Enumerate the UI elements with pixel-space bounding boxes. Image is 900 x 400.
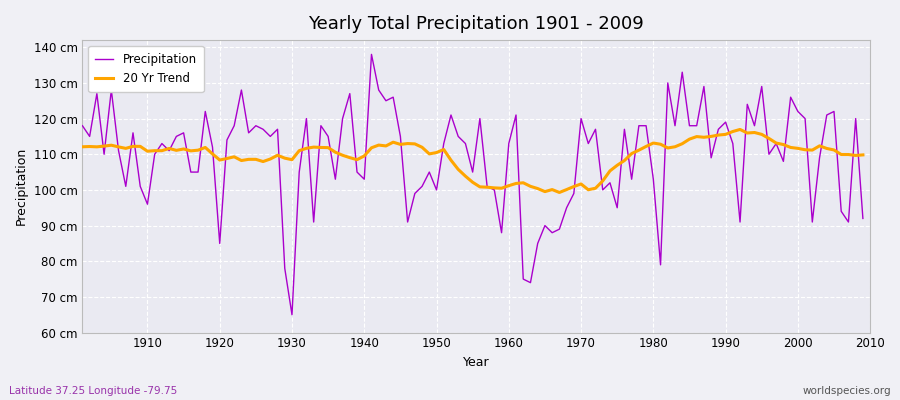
Precipitation [345, 91, 356, 96]
20 Yr Trend [77, 144, 88, 149]
20 Yr Trend [338, 153, 348, 158]
Precipitation [366, 52, 377, 57]
Text: Latitude 37.25 Longitude -79.75: Latitude 37.25 Longitude -79.75 [9, 386, 177, 396]
Line: Precipitation: Precipitation [83, 54, 863, 315]
Precipitation [605, 180, 616, 185]
20 Yr Trend [135, 144, 146, 149]
20 Yr Trend [293, 148, 304, 153]
Title: Yearly Total Precipitation 1901 - 2009: Yearly Total Precipitation 1901 - 2009 [309, 15, 644, 33]
20 Yr Trend [858, 152, 868, 157]
20 Yr Trend [554, 190, 565, 195]
Precipitation [518, 277, 528, 282]
Precipitation [301, 116, 311, 121]
X-axis label: Year: Year [463, 356, 490, 369]
Precipitation [858, 216, 868, 221]
Precipitation [510, 113, 521, 118]
Precipitation [286, 312, 297, 317]
Text: worldspecies.org: worldspecies.org [803, 386, 891, 396]
Line: 20 Yr Trend: 20 Yr Trend [83, 130, 863, 192]
20 Yr Trend [496, 186, 507, 191]
20 Yr Trend [734, 127, 745, 132]
Precipitation [77, 123, 88, 128]
Legend: Precipitation, 20 Yr Trend: Precipitation, 20 Yr Trend [88, 46, 203, 92]
20 Yr Trend [598, 178, 608, 183]
Y-axis label: Precipitation: Precipitation [15, 147, 28, 226]
20 Yr Trend [503, 183, 514, 188]
Precipitation [135, 184, 146, 189]
